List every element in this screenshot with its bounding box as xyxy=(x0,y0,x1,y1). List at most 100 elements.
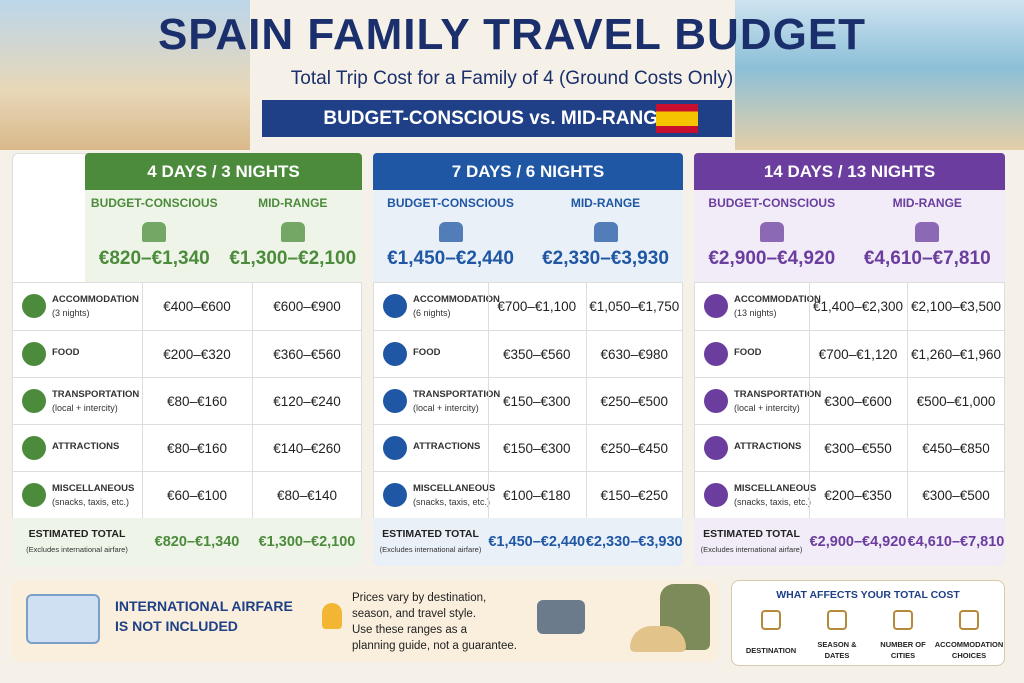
cell-value: €300–€500 xyxy=(922,487,990,503)
row-icon xyxy=(22,294,46,318)
row-line xyxy=(373,424,683,425)
tip-text: Use these ranges as a xyxy=(352,624,468,636)
cell-divider xyxy=(907,330,908,378)
row-line xyxy=(694,377,1005,378)
panel-header: 14 DAYS / 13 NIGHTS xyxy=(694,153,1005,190)
cell-divider xyxy=(488,471,489,519)
cell-value: €360–€560 xyxy=(273,346,341,362)
cell-divider xyxy=(809,330,810,378)
cell-divider xyxy=(809,282,810,330)
row-note: (local + intercity) xyxy=(52,403,118,413)
family-icon xyxy=(438,222,463,242)
row-icon xyxy=(22,436,46,460)
row-icon xyxy=(704,483,728,507)
row-line xyxy=(12,282,362,283)
row-line xyxy=(694,424,1005,425)
left-photo xyxy=(0,0,250,150)
row-note: (snacks, taxis, etc.) xyxy=(734,497,812,507)
right-photo xyxy=(735,0,1024,150)
column-total: €1,300–€2,100 xyxy=(229,248,357,269)
cell-divider xyxy=(585,330,587,378)
column-label: MID-RANGE xyxy=(258,196,328,210)
cell-value: €250–€450 xyxy=(600,440,669,456)
cell-divider xyxy=(907,377,908,425)
cell-value: €1,050–€1,750 xyxy=(589,298,680,314)
family-icon xyxy=(915,222,940,242)
panel-header: 4 DAYS / 3 NIGHTS xyxy=(85,153,362,190)
row-note: (local + intercity) xyxy=(734,403,800,413)
cell-value: €80–€160 xyxy=(166,393,228,409)
cell-divider xyxy=(142,377,143,425)
cell-value: €250–€500 xyxy=(600,393,669,409)
cell-divider xyxy=(252,471,253,519)
total-label: ESTIMATED TOTAL xyxy=(703,528,800,540)
total-value: €820–€1,340 xyxy=(154,534,240,550)
row-icon xyxy=(22,483,46,507)
cell-divider xyxy=(252,282,253,330)
row-line xyxy=(373,377,683,378)
column-total: €1,450–€2,440 xyxy=(387,248,514,269)
subtitle: Total Trip Cost for a Family of 4 (Groun… xyxy=(290,68,734,89)
column-label: BUDGET-CONSCIOUS xyxy=(90,196,218,210)
factor-label: SEASON & xyxy=(817,640,857,649)
total-note: (Excludes international airfare) xyxy=(26,545,128,554)
bulb-icon xyxy=(322,603,342,629)
ticket-icon xyxy=(26,594,100,644)
factor-label: DATES xyxy=(824,651,850,660)
cell-value: €150–€300 xyxy=(502,393,571,409)
cell-divider xyxy=(142,471,143,519)
cell-divider xyxy=(252,424,253,472)
banner: BUDGET-CONSCIOUS vs. MID-RANGE xyxy=(262,100,732,137)
row-label: FOOD xyxy=(52,347,80,358)
hat-icon xyxy=(630,626,686,652)
row-note: (3 nights) xyxy=(52,308,90,318)
row-line xyxy=(12,424,362,425)
column-total: €2,900–€4,920 xyxy=(708,248,836,269)
row-label: TRANSPORTATION xyxy=(734,389,822,400)
factor-label: CITIES xyxy=(890,651,916,660)
row-label: ACCOMMODATION xyxy=(52,294,139,305)
row-icon xyxy=(704,342,728,366)
row-label: ATTRACTIONS xyxy=(413,441,481,452)
row-icon xyxy=(704,389,728,413)
family-icon xyxy=(280,222,305,242)
airfare-text: INTERNATIONAL AIRFARE xyxy=(115,598,293,614)
cell-value: €150–€300 xyxy=(502,440,571,456)
cell-divider xyxy=(809,471,810,519)
cell-divider xyxy=(488,424,489,472)
row-icon xyxy=(383,436,407,460)
row-icon xyxy=(383,483,407,507)
airfare-text: IS NOT INCLUDED xyxy=(115,618,238,634)
row-icon xyxy=(22,389,46,413)
row-label: MISCELLANEOUS xyxy=(413,483,496,494)
factor-icon xyxy=(893,610,913,630)
title: SPAIN FAMILY TRAVEL BUDGET xyxy=(157,10,867,59)
cell-value: €1,400–€2,300 xyxy=(812,298,904,314)
cell-divider xyxy=(488,282,489,330)
row-icon xyxy=(383,389,407,413)
cell-value: €300–€600 xyxy=(824,393,892,409)
cell-value: €100–€180 xyxy=(502,487,571,503)
total-row xyxy=(694,518,1005,566)
family-icon xyxy=(593,222,618,242)
column-label: BUDGET-CONSCIOUS xyxy=(708,196,836,210)
subheader xyxy=(373,190,683,282)
cell-value: €630–€980 xyxy=(600,346,669,362)
factor-icon xyxy=(761,610,781,630)
total-row xyxy=(12,518,362,566)
tip-text: planning guide, not a guarantee. xyxy=(352,640,517,652)
factor-label: NUMBER OF xyxy=(880,640,926,649)
row-icon xyxy=(704,294,728,318)
row-line xyxy=(12,330,362,331)
row-note: (6 nights) xyxy=(413,308,451,318)
row-label: TRANSPORTATION xyxy=(52,389,140,400)
row-label: TRANSPORTATION xyxy=(413,389,501,400)
factors-title: WHAT AFFECTS YOUR TOTAL COST xyxy=(776,589,960,601)
row-line xyxy=(694,282,1005,283)
cell-divider xyxy=(907,282,908,330)
row-icon xyxy=(383,342,407,366)
cell-value: €400–€600 xyxy=(163,298,231,314)
cell-value: €80–€140 xyxy=(276,487,338,503)
subheader xyxy=(85,190,362,282)
row-label: MISCELLANEOUS xyxy=(734,483,817,494)
